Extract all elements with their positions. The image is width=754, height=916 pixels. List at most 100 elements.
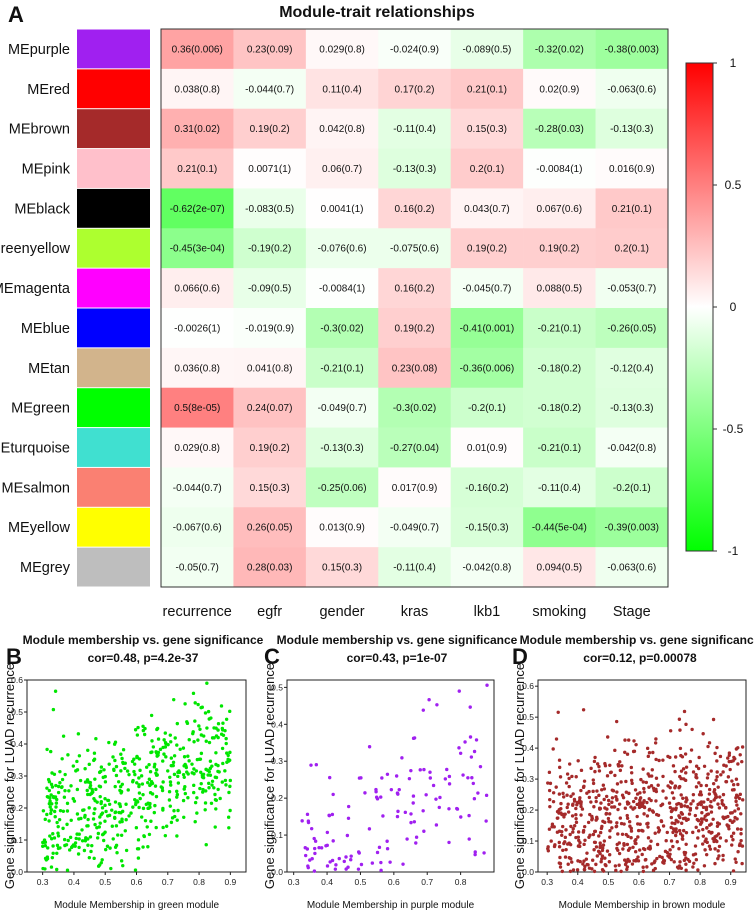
scatter-point (133, 868, 138, 872)
heatmap-cell (595, 547, 669, 588)
cell-label: -0.12(0.4) (610, 363, 653, 374)
scatter-point (698, 822, 703, 826)
y-axis-label: Gene significance for LUAD recurrence (512, 663, 527, 889)
scatter-point (185, 770, 189, 774)
scatter-point (697, 792, 702, 797)
scatter-point (113, 810, 118, 814)
scatter-point (610, 796, 615, 800)
cell-label: -0.083(0.5) (245, 204, 294, 215)
cell-label: -0.11(0.4) (393, 563, 436, 574)
scatter-point (71, 797, 75, 801)
scatter-point (73, 844, 77, 848)
heatmap-cell (523, 308, 596, 349)
scatter-point (713, 847, 717, 851)
scatter-point (47, 819, 51, 823)
scatter-point (677, 864, 682, 868)
scatter-point (680, 821, 684, 825)
scatter-point (602, 787, 607, 791)
scatter-point (694, 785, 699, 789)
scatter-point (716, 802, 720, 806)
cell-label: 0.02(0.9) (539, 84, 579, 95)
scatter-point (625, 816, 630, 820)
heatmap-cell (378, 29, 452, 70)
x-tick-label: 0.6 (633, 877, 645, 887)
scatter-point (655, 812, 659, 817)
scatter-point (146, 780, 150, 785)
scatter-point (367, 827, 372, 831)
scatter-point (168, 780, 173, 784)
scatter-point (716, 849, 720, 853)
scatter-point (610, 826, 614, 830)
scatter-point (726, 824, 731, 828)
scatter-point (708, 804, 712, 808)
scatter-point (715, 759, 719, 763)
scatter-point (707, 787, 712, 792)
scatter-point (379, 860, 383, 865)
scatter-point (388, 860, 392, 864)
y-tick-label: 0.3 (522, 774, 534, 784)
scatter-point (195, 757, 200, 762)
scatter-point (704, 806, 709, 810)
scatter-point (581, 785, 586, 790)
scatter-point (135, 755, 140, 760)
cell-label: -0.11(0.4) (393, 124, 436, 135)
scatter-point (132, 757, 136, 761)
scatter-point (661, 824, 666, 828)
scatter-point (654, 776, 659, 780)
scatter-point (141, 792, 145, 797)
scatter-point (629, 765, 634, 770)
scatter-point (598, 830, 603, 835)
heatmap-cell (161, 148, 234, 189)
scatter-point (438, 795, 442, 800)
scatter-point (49, 782, 54, 787)
scatter-point (457, 746, 461, 750)
scatter-point (161, 808, 165, 812)
row-label: MEpurple (8, 42, 70, 58)
scatter-point (657, 758, 661, 763)
cell-label: -0.36(0.006) (460, 363, 514, 374)
cell-label: 0.36(0.006) (172, 44, 223, 55)
scatter-point (675, 840, 679, 844)
scatter-point (656, 783, 660, 787)
scatter-point (79, 816, 83, 821)
cell-label: -0.053(0.7) (607, 284, 656, 295)
cell-label: -0.44(5e-04) (532, 523, 587, 534)
cell-label: 0.013(0.9) (319, 523, 365, 534)
scatter-point (673, 784, 678, 788)
row-label: MEpink (22, 162, 71, 178)
scatter-point (149, 819, 153, 823)
scatter-point (125, 769, 130, 773)
scatter-point (201, 787, 205, 792)
scatter-point (214, 751, 218, 755)
scatter-point (421, 708, 425, 712)
scatter-point (309, 826, 314, 831)
y-tick-label: 0.3 (271, 756, 283, 766)
scatter-subtitle: cor=0.12, p=0.00078 (583, 651, 697, 665)
scatter-point (112, 768, 116, 773)
scatter-point (678, 746, 683, 751)
scatter-point (559, 801, 563, 806)
scatter-point (150, 739, 154, 743)
heatmap-cell (523, 148, 596, 189)
scatter-point (208, 759, 213, 763)
x-tick-label: 0.4 (321, 877, 333, 887)
scatter-point (103, 780, 108, 784)
scatter-point (614, 868, 618, 873)
cell-label: 0.029(0.8) (319, 44, 365, 55)
scatter-point (172, 809, 176, 813)
scatter-point (97, 784, 102, 788)
cell-label: -0.045(0.7) (462, 284, 511, 295)
column-label: egfr (257, 604, 282, 620)
scatter-point (650, 774, 654, 778)
scatter-point (118, 788, 122, 793)
cell-label: 0.19(0.2) (394, 323, 434, 334)
scatter-point (582, 859, 586, 863)
scatter-point (52, 809, 57, 814)
scatter-point (106, 814, 110, 818)
scatter-point (214, 798, 219, 802)
scatter-point (593, 755, 597, 760)
scatter-point (91, 817, 96, 821)
scatter-point (136, 856, 141, 860)
scatter-point (680, 837, 685, 841)
